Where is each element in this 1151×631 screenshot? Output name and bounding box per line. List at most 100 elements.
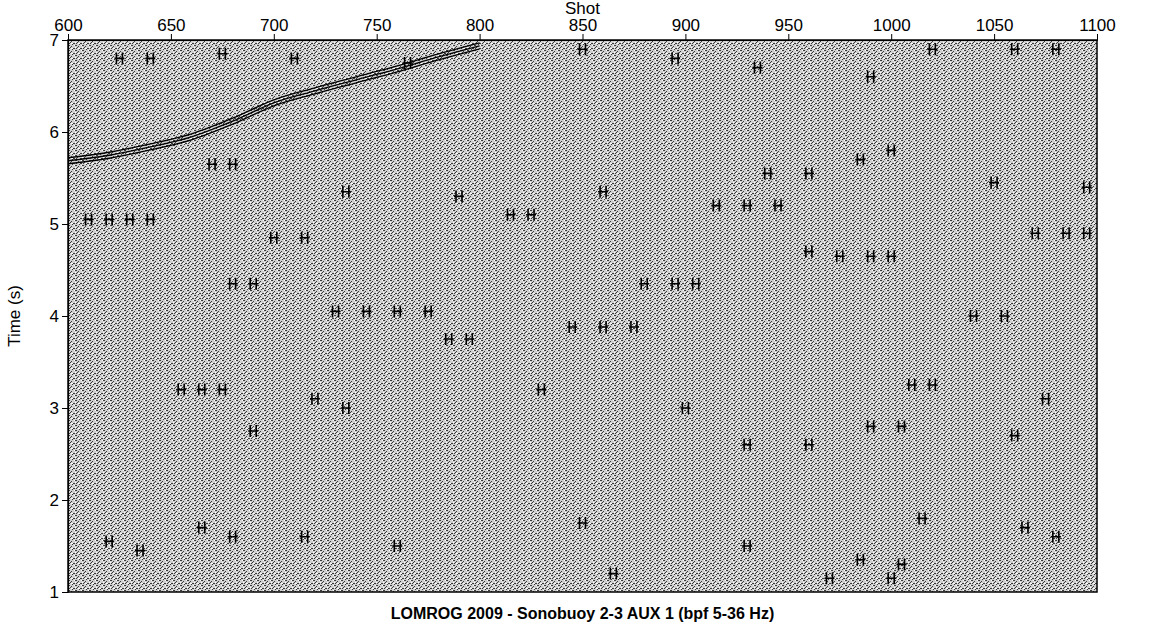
- spike: [927, 43, 937, 55]
- y-tick-label: 2: [50, 491, 59, 510]
- spike: [886, 572, 896, 584]
- y-tick: 5: [50, 215, 68, 234]
- x-axis: 600650700750800850900950100010501100: [54, 16, 1115, 41]
- plot-frame: [68, 40, 1097, 592]
- spike: [1051, 531, 1061, 543]
- spike: [454, 190, 464, 202]
- spike: [670, 278, 680, 290]
- spike: [145, 213, 155, 225]
- spike: [300, 232, 310, 244]
- x-tick: 750: [363, 16, 391, 40]
- arrival-line: [68, 43, 480, 158]
- x-tick: 950: [775, 16, 803, 40]
- spike: [217, 384, 227, 396]
- spike: [1010, 430, 1020, 442]
- x-tick-label: 1000: [873, 16, 911, 35]
- y-tick: 7: [50, 31, 68, 50]
- spike: [804, 439, 814, 451]
- spike: [896, 558, 906, 570]
- spike: [742, 439, 752, 451]
- spike: [526, 209, 536, 221]
- spike: [331, 305, 341, 317]
- spike: [866, 420, 876, 432]
- x-tick-label: 850: [569, 16, 597, 35]
- spike: [392, 540, 402, 552]
- spike: [866, 250, 876, 262]
- spike: [824, 572, 834, 584]
- spike: [598, 321, 608, 333]
- spike: [999, 310, 1009, 322]
- spike: [742, 200, 752, 212]
- y-axis-line: [62, 41, 69, 593]
- spike: [598, 186, 608, 198]
- background-texture: [68, 40, 1097, 592]
- y-tick: 3: [50, 399, 68, 418]
- spike: [197, 522, 207, 534]
- spike: [1010, 43, 1020, 55]
- spike: [670, 52, 680, 64]
- spike: [1020, 522, 1030, 534]
- x-tick: 1100: [1079, 16, 1116, 40]
- y-tick-mark: [62, 500, 68, 501]
- y-tick-label: 6: [50, 123, 59, 142]
- y-tick-label: 5: [50, 215, 59, 234]
- spike: [1082, 227, 1092, 239]
- spike: [464, 333, 474, 345]
- x-tick-label: 900: [672, 16, 700, 35]
- y-tick: 2: [50, 491, 68, 510]
- spike: [310, 393, 320, 405]
- x-tick: 650: [157, 16, 185, 40]
- spike: [989, 177, 999, 189]
- y-tick-mark: [62, 40, 68, 41]
- spike: [907, 379, 917, 391]
- spike: [1041, 393, 1051, 405]
- spike: [197, 384, 207, 396]
- x-tick-label: 750: [363, 16, 391, 35]
- y-axis: 1234567: [50, 31, 69, 602]
- spike: [691, 278, 701, 290]
- spike: [1051, 43, 1061, 55]
- arrival-line: [68, 46, 480, 161]
- spike: [228, 158, 238, 170]
- y-tick-mark: [62, 316, 68, 317]
- spike: [228, 278, 238, 290]
- chart-title: LOMROG 2009 - Sonobuoy 2-3 AUX 1 (bpf 5-…: [391, 605, 774, 622]
- spike: [104, 213, 114, 225]
- spike: [763, 167, 773, 179]
- marks: [68, 43, 1092, 584]
- spike: [896, 420, 906, 432]
- y-tick-label: 3: [50, 399, 59, 418]
- x-tick: 1050: [976, 16, 1014, 40]
- spike: [804, 246, 814, 258]
- x-tick: 900: [672, 16, 700, 40]
- spike: [578, 43, 588, 55]
- x-tick: 1000: [873, 16, 911, 40]
- spike: [145, 52, 155, 64]
- spike: [217, 48, 227, 60]
- spike: [886, 250, 896, 262]
- spike: [228, 531, 238, 543]
- spike: [835, 250, 845, 262]
- y-tick: 4: [50, 307, 68, 326]
- x-tick-label: 950: [775, 16, 803, 35]
- spike: [855, 554, 865, 566]
- spike: [361, 305, 371, 317]
- spike: [392, 305, 402, 317]
- x-axis-title: Shot: [565, 0, 600, 18]
- spike: [176, 384, 186, 396]
- y-tick-mark: [62, 592, 68, 593]
- spike: [567, 321, 577, 333]
- spike: [804, 167, 814, 179]
- spike: [125, 213, 135, 225]
- spike: [886, 144, 896, 156]
- x-tick-label: 1050: [976, 16, 1014, 35]
- spike: [711, 200, 721, 212]
- x-tick-label: 650: [157, 16, 185, 35]
- spike: [773, 200, 783, 212]
- spike: [341, 186, 351, 198]
- spike: [608, 568, 618, 580]
- arrival-line: [68, 49, 480, 164]
- spike: [300, 531, 310, 543]
- spike: [207, 158, 217, 170]
- y-tick-mark: [62, 132, 68, 133]
